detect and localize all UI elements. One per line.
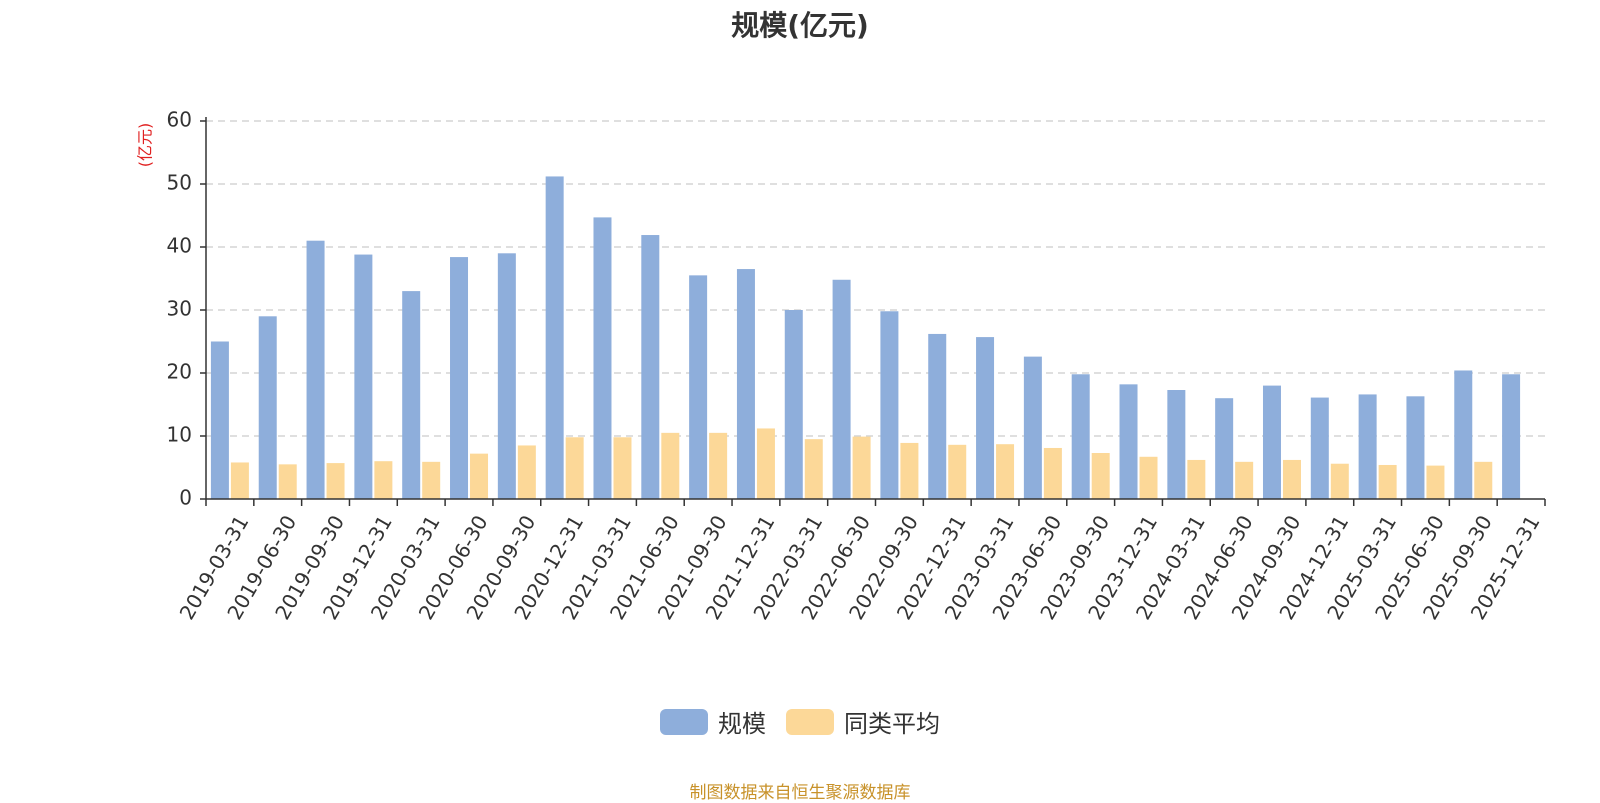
bar-peer-average[interactable] (326, 463, 345, 499)
bar-peer-average[interactable] (1426, 465, 1445, 499)
bar-scale[interactable] (641, 235, 660, 499)
bar-scale[interactable] (210, 341, 229, 500)
bar-scale[interactable] (1023, 356, 1042, 499)
bar-scale[interactable] (1215, 398, 1234, 499)
y-tick-label: 10 (167, 423, 192, 447)
y-tick-label: 20 (167, 360, 192, 384)
bar-peer-average[interactable] (852, 436, 871, 499)
bar-scale[interactable] (497, 253, 516, 499)
bar-peer-average[interactable] (709, 432, 728, 499)
bar-peer-average[interactable] (804, 439, 823, 499)
bar-peer-average[interactable] (756, 428, 775, 499)
bar-scale[interactable] (1310, 397, 1329, 499)
bar-scale[interactable] (784, 310, 803, 499)
bar-scale[interactable] (880, 311, 899, 499)
bar-peer-average[interactable] (470, 453, 489, 499)
y-tick-label: 50 (167, 171, 192, 195)
y-tick-label: 60 (167, 108, 192, 132)
bar-peer-average[interactable] (230, 462, 249, 499)
legend-item-scale[interactable]: 规模 (660, 704, 766, 739)
bar-scale[interactable] (354, 254, 373, 499)
bar-scale[interactable] (1262, 385, 1281, 499)
bar-peer-average[interactable] (1139, 456, 1158, 499)
bar-peer-average[interactable] (1378, 464, 1397, 499)
bar-peer-average[interactable] (1235, 461, 1254, 499)
source-note: 制图数据来自恒生聚源数据库 (689, 783, 911, 803)
chart-title: 规模(亿元) (731, 9, 869, 42)
bar-peer-average[interactable] (661, 432, 680, 499)
y-tick-label: 40 (167, 234, 192, 258)
legend-item-peer-average[interactable]: 同类平均 (786, 704, 940, 739)
bar-peer-average[interactable] (422, 461, 441, 499)
bar-scale[interactable] (1167, 390, 1186, 499)
bar-scale[interactable] (1454, 370, 1473, 499)
bar-scale[interactable] (1119, 384, 1138, 499)
bar-peer-average[interactable] (1091, 453, 1110, 499)
y-axis-label: (亿元) (136, 123, 155, 168)
bar-peer-average[interactable] (278, 464, 297, 499)
bar-peer-average[interactable] (948, 444, 967, 499)
bar-scale[interactable] (736, 269, 755, 499)
bar-scale[interactable] (1358, 394, 1377, 499)
bar-scale[interactable] (450, 257, 469, 499)
legend-label-scale: 规模 (718, 710, 766, 738)
bar-scale[interactable] (545, 176, 564, 499)
y-tick-label: 30 (167, 297, 192, 321)
y-tick-label: 0 (179, 486, 192, 510)
bar-peer-average[interactable] (374, 461, 393, 499)
x-tick-labels: 2019-03-312019-06-302019-09-302019-12-31… (175, 511, 1545, 624)
bar-scale[interactable] (258, 316, 277, 499)
bars (210, 176, 1521, 500)
bar-peer-average[interactable] (1474, 461, 1493, 499)
legend-swatch-peer-average (786, 708, 834, 735)
bar-peer-average[interactable] (565, 437, 584, 499)
bar-peer-average[interactable] (1282, 459, 1301, 499)
bar-peer-average[interactable] (996, 444, 1015, 499)
bar-scale[interactable] (832, 279, 851, 499)
bar-scale[interactable] (1406, 396, 1425, 499)
bar-peer-average[interactable] (1043, 447, 1062, 499)
y-tick-labels: 0 10 20 30 40 50 60 (167, 108, 206, 510)
bar-scale[interactable] (593, 217, 612, 499)
bar-peer-average[interactable] (517, 445, 536, 499)
bar-scale[interactable] (689, 275, 708, 499)
legend: 规模 同类平均 (0, 704, 1600, 739)
bar-peer-average[interactable] (613, 437, 632, 499)
bar-scale[interactable] (402, 291, 421, 499)
legend-swatch-scale (660, 708, 708, 735)
bar-scale[interactable] (1502, 374, 1521, 499)
bar-peer-average[interactable] (900, 442, 919, 499)
bar-peer-average[interactable] (1330, 463, 1349, 499)
bar-peer-average[interactable] (1187, 459, 1206, 499)
legend-label-peer-average: 同类平均 (844, 710, 940, 738)
bar-scale[interactable] (306, 240, 325, 499)
bar-scale[interactable] (1071, 374, 1090, 499)
bar-scale[interactable] (928, 333, 947, 499)
bar-scale[interactable] (976, 337, 995, 499)
